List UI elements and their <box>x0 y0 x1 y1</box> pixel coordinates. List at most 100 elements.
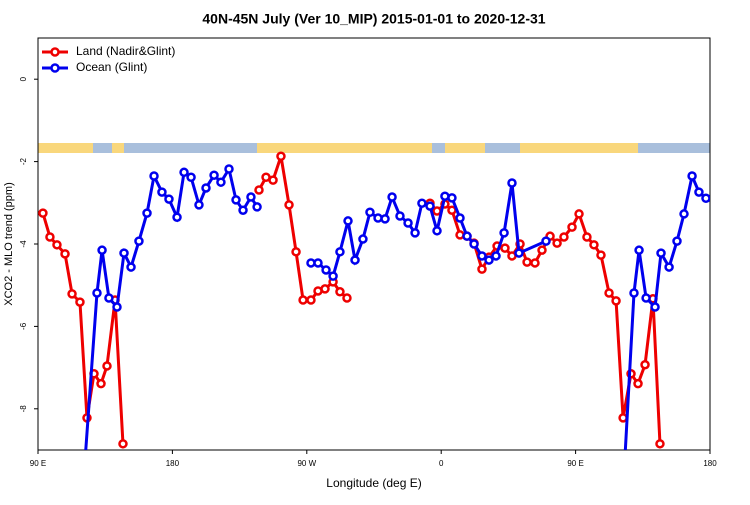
data-point <box>157 187 167 197</box>
data-point <box>149 171 159 181</box>
data-point <box>417 198 427 208</box>
data-point <box>655 439 665 449</box>
data-point <box>179 167 189 178</box>
data-point <box>343 216 353 226</box>
data-point <box>447 193 457 203</box>
data-point <box>328 271 338 281</box>
legend: Land (Nadir&Glint) Ocean (Glint) <box>42 44 175 74</box>
data-point <box>306 295 316 305</box>
data-point <box>119 248 129 258</box>
data-point <box>313 258 323 268</box>
data-point <box>254 185 264 195</box>
data-point <box>320 284 330 294</box>
data-point <box>172 212 182 222</box>
y-tick-label: -4 <box>19 240 28 248</box>
data-point <box>342 293 352 303</box>
data-point <box>574 209 584 219</box>
data-point <box>75 297 85 307</box>
data-point <box>321 265 331 275</box>
data-point <box>672 236 682 246</box>
data-point <box>641 293 651 303</box>
data-point <box>134 236 144 246</box>
data-point <box>522 257 532 267</box>
data-point <box>97 245 107 255</box>
data-point <box>633 378 643 389</box>
data-point <box>298 295 308 305</box>
data-point <box>629 288 639 298</box>
data-point <box>350 255 360 265</box>
data-point <box>238 205 248 215</box>
data-point <box>469 239 479 249</box>
data-point <box>462 231 472 241</box>
data-point <box>276 151 286 161</box>
data-point <box>559 232 569 242</box>
y-tick-label: 0 <box>19 76 28 81</box>
data-point <box>701 193 710 204</box>
data-point <box>395 211 405 221</box>
data-point <box>604 288 614 298</box>
data-point <box>455 213 465 223</box>
data-point <box>224 164 234 174</box>
data-point <box>687 171 697 181</box>
legend-label: Ocean (Glint) <box>76 60 147 74</box>
x-tick-label: 90 E <box>567 459 583 468</box>
data-point <box>291 247 301 257</box>
data-point <box>477 251 487 261</box>
y-tick-label: -2 <box>19 157 28 165</box>
data-point <box>126 262 136 272</box>
legend-label: Land (Nadir&Glint) <box>76 44 175 58</box>
plot-area <box>38 151 710 478</box>
data-point <box>694 187 704 197</box>
data-point <box>611 296 621 306</box>
data-point <box>358 234 368 244</box>
data-point <box>60 249 70 259</box>
data-point <box>112 302 122 312</box>
data-point <box>589 240 599 250</box>
data-point <box>104 293 114 303</box>
data-point <box>387 192 397 202</box>
data-point <box>194 200 204 210</box>
data-point <box>38 208 48 218</box>
data-point <box>679 209 689 219</box>
y-tick-label: -8 <box>19 405 28 413</box>
series-line <box>41 155 662 444</box>
data-point <box>491 251 501 261</box>
data-point <box>164 194 174 204</box>
data-point <box>335 247 345 257</box>
legend-marker <box>50 63 60 73</box>
data-point <box>96 378 106 389</box>
data-point <box>650 302 660 312</box>
data-point <box>216 177 226 187</box>
data-point <box>596 250 606 260</box>
data-point <box>102 361 112 371</box>
data-point <box>541 236 551 246</box>
data-point <box>477 264 487 274</box>
data-point <box>268 175 278 185</box>
data-point <box>284 200 294 210</box>
data-point <box>634 245 644 255</box>
data-point <box>142 208 152 218</box>
data-point <box>335 287 345 297</box>
y-axis-label: XCO2 - MLO trend (ppm) <box>3 182 15 305</box>
y-tick-label: -6 <box>19 322 28 330</box>
data-point <box>567 222 577 232</box>
data-point <box>582 232 592 242</box>
data-point <box>507 178 517 188</box>
x-tick-label: 180 <box>703 459 717 468</box>
data-point <box>403 218 413 228</box>
data-point <box>246 192 256 202</box>
data-point <box>425 201 435 211</box>
data-point <box>432 226 442 236</box>
data-point <box>365 207 375 218</box>
chart-title: 40N-45N July (Ver 10_MIP) 2015-01-01 to … <box>202 11 545 27</box>
data-point <box>45 232 55 242</box>
data-point <box>252 202 262 212</box>
data-point <box>537 245 547 255</box>
data-point <box>201 183 211 193</box>
data-point <box>664 262 674 272</box>
data-point <box>80 471 87 478</box>
data-point <box>52 240 62 250</box>
data-point <box>552 238 562 248</box>
data-point <box>530 258 540 268</box>
